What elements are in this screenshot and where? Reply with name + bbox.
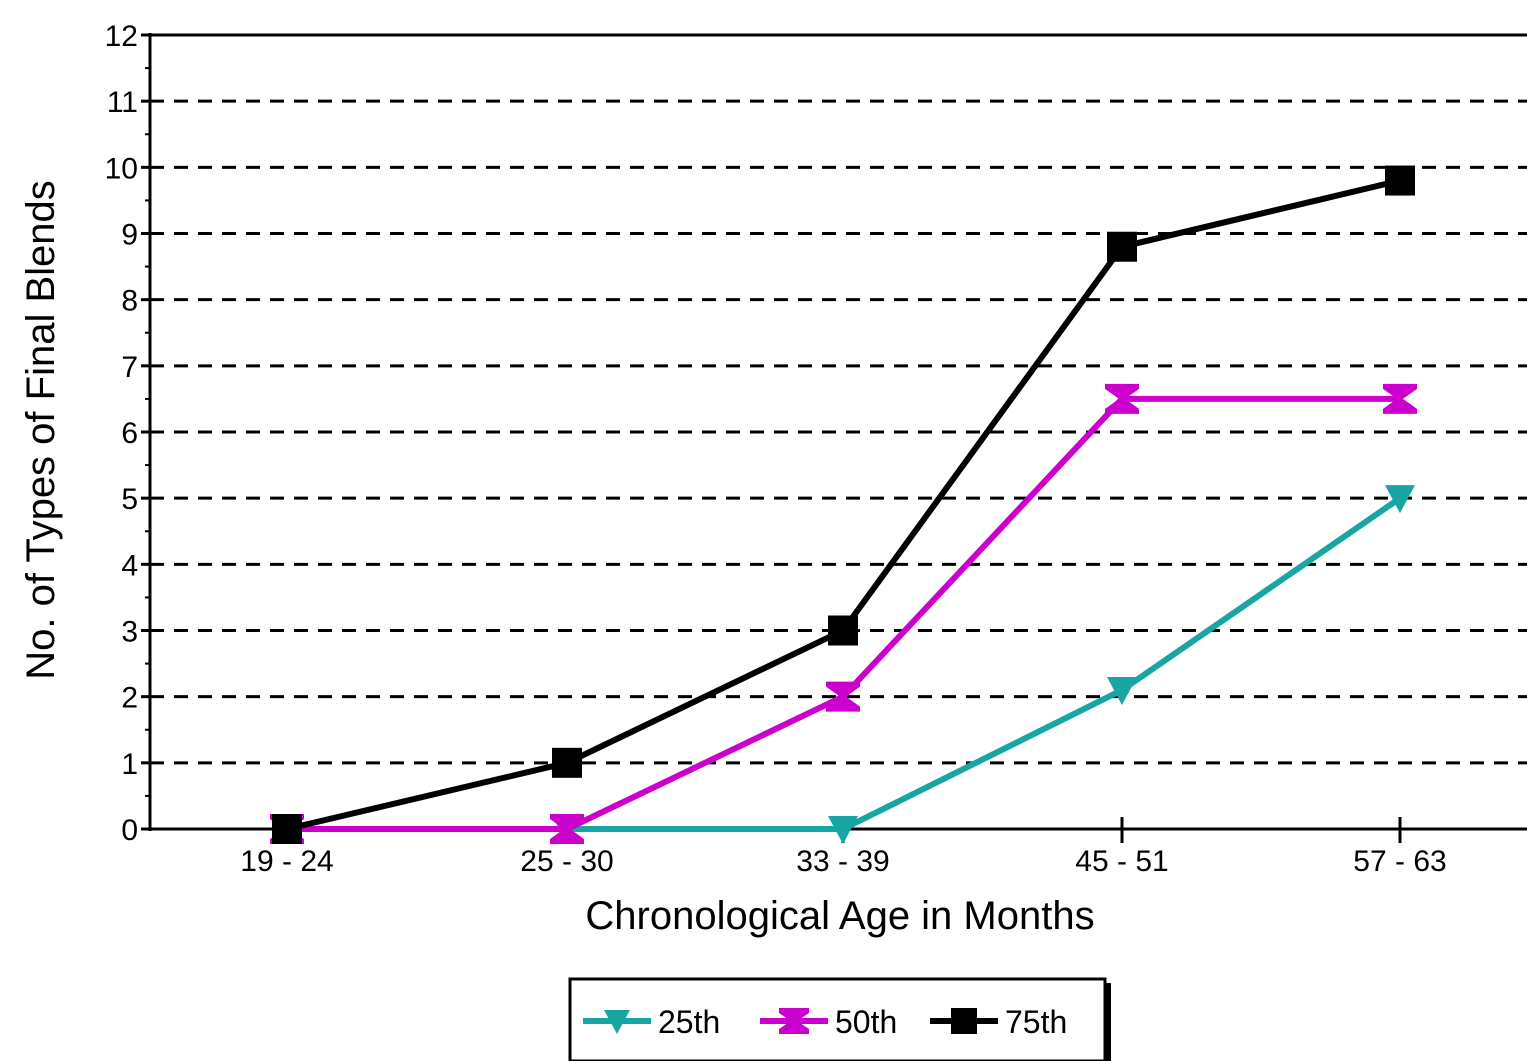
square-marker — [552, 747, 582, 778]
x-tick-label: 45 - 51 — [1075, 845, 1168, 878]
y-tick-label: 2 — [121, 682, 138, 715]
x-tick-label: 25 - 30 — [520, 845, 613, 878]
hourglass-marker — [550, 814, 584, 844]
y-tick-label: 8 — [121, 285, 138, 318]
y-tick-label: 9 — [121, 219, 138, 252]
y-tick-label: 3 — [121, 616, 138, 649]
y-tick-label: 11 — [107, 86, 138, 119]
triangle-marker — [604, 1010, 630, 1034]
y-tick-label: 4 — [121, 549, 138, 582]
square-marker — [951, 1008, 977, 1034]
y-tick-label: 1 — [121, 748, 138, 781]
y-tick-label: 5 — [121, 483, 138, 516]
x-tick-label: 19 - 24 — [240, 845, 333, 878]
legend-box — [568, 977, 1107, 1061]
legend-label: 25th — [658, 1004, 720, 1040]
hourglass-marker — [1383, 383, 1417, 414]
x-axis-ticks: 19 - 24 25 - 30 33 - 39 45 - 51 57 - 63 — [240, 817, 1447, 878]
series-line — [286, 177, 1401, 832]
y-tick-label: 12 — [105, 20, 138, 53]
x-axis-title: Chronological Age in Months — [585, 894, 1094, 938]
x-tick-label: 33 - 39 — [796, 845, 889, 878]
triangle-marker — [1385, 485, 1415, 514]
legend-label: 50th — [835, 1004, 897, 1040]
legend-label: 75th — [1005, 1004, 1067, 1040]
series-75th — [272, 165, 1415, 844]
series-layer — [270, 165, 1417, 844]
gridlines — [150, 99, 1527, 765]
y-tick-label: 6 — [121, 417, 138, 450]
square-marker — [1385, 165, 1415, 196]
legend-item-75th: 75th — [930, 1004, 1067, 1040]
series-line — [287, 495, 1402, 832]
hourglass-marker — [826, 681, 860, 712]
legend-item-25th: 25th — [583, 1004, 720, 1040]
square-marker — [828, 615, 858, 646]
x-tick-label: 57 - 63 — [1353, 845, 1446, 878]
y-tick-label: 0 — [121, 814, 138, 847]
triangle-marker — [1107, 677, 1137, 706]
legend: 25th 50th 75th — [568, 977, 1111, 1061]
series-50th — [270, 383, 1417, 844]
y-axis-title: No. of Types of Final Blends — [19, 180, 63, 680]
y-tick-label: 7 — [121, 351, 138, 384]
triangle-marker — [828, 816, 858, 844]
y-tick-label: 10 — [105, 152, 138, 185]
hourglass-marker — [1105, 383, 1139, 414]
square-marker — [1107, 231, 1137, 262]
legend-item-50th: 50th — [760, 1004, 897, 1040]
hourglass-marker — [779, 1008, 809, 1034]
square-marker — [272, 814, 302, 844]
